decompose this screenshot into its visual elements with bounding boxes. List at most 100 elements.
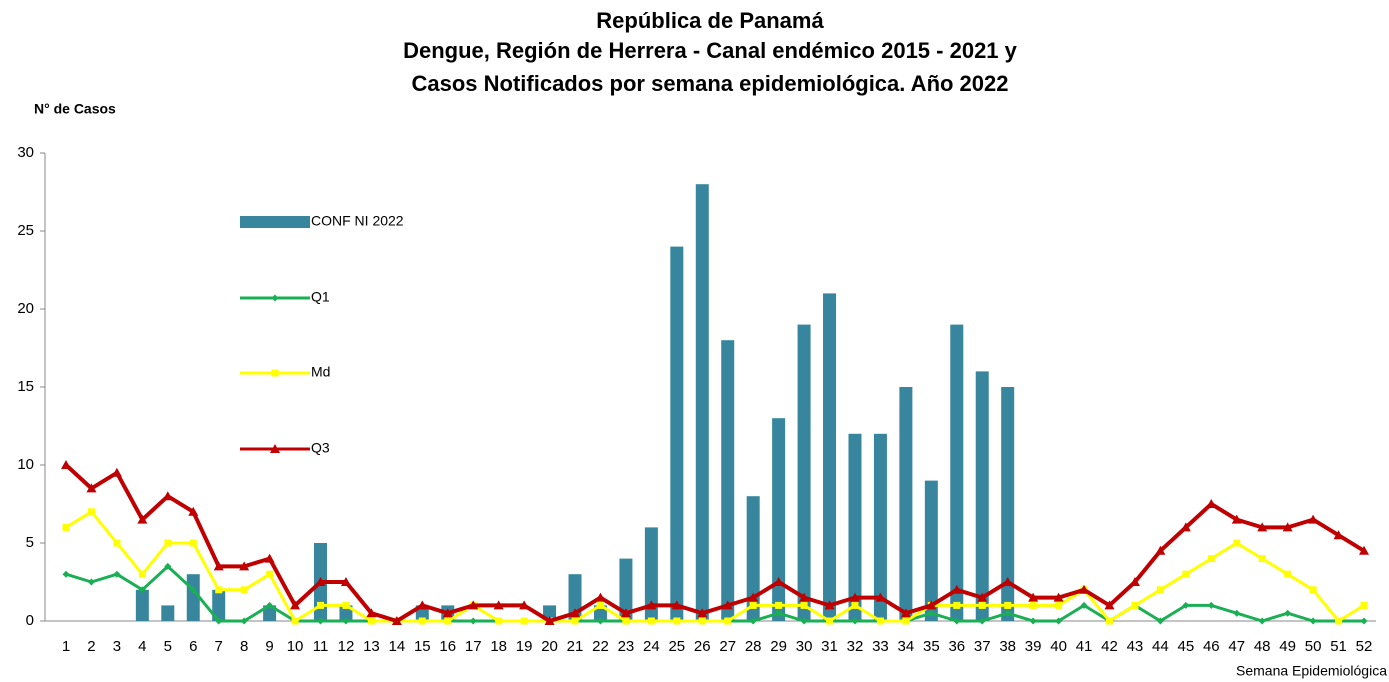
bar xyxy=(212,589,226,621)
x-tick-label: 40 xyxy=(1050,638,1067,655)
marker xyxy=(824,600,835,610)
marker xyxy=(851,617,859,625)
marker xyxy=(1156,617,1164,625)
bar xyxy=(135,589,149,621)
y-tick-label: 25 xyxy=(17,222,34,239)
x-tick-label: 49 xyxy=(1279,638,1296,655)
marker xyxy=(266,570,274,578)
marker xyxy=(1182,570,1190,578)
marker xyxy=(1029,617,1037,625)
x-tick-label: 9 xyxy=(265,638,273,655)
x-tick-label: 6 xyxy=(189,638,197,655)
marker xyxy=(1105,617,1113,625)
marker xyxy=(1233,539,1241,547)
marker xyxy=(367,617,375,625)
marker xyxy=(366,608,377,618)
x-tick-label: 29 xyxy=(770,638,787,655)
marker xyxy=(1333,530,1344,540)
marker xyxy=(1004,601,1012,609)
marker xyxy=(849,592,860,602)
marker xyxy=(620,608,631,618)
marker xyxy=(775,609,783,617)
marker xyxy=(698,617,706,625)
marker xyxy=(264,553,275,563)
marker xyxy=(1156,586,1164,594)
marker xyxy=(164,539,172,547)
marker xyxy=(900,608,911,618)
x-tick-label: 51 xyxy=(1330,638,1347,655)
marker xyxy=(978,601,986,609)
marker xyxy=(773,577,784,586)
marker xyxy=(189,539,197,547)
marker xyxy=(137,514,148,524)
marker xyxy=(266,601,274,609)
legend-label: Q3 xyxy=(311,440,330,456)
marker xyxy=(596,617,604,625)
chart-title: República de Panamá xyxy=(596,8,824,33)
marker xyxy=(749,601,757,609)
marker xyxy=(799,592,810,602)
marker xyxy=(240,617,248,625)
marker xyxy=(317,617,325,625)
marker xyxy=(1309,617,1317,625)
marker xyxy=(61,460,71,469)
marker xyxy=(1053,592,1064,602)
marker xyxy=(1308,514,1319,524)
x-tick-label: 21 xyxy=(567,638,584,655)
marker xyxy=(1335,617,1343,625)
marker xyxy=(239,561,250,571)
bar xyxy=(975,371,989,621)
x-tick-label: 13 xyxy=(363,638,380,655)
marker xyxy=(1284,570,1292,578)
marker xyxy=(342,601,350,609)
x-tick-label: 11 xyxy=(313,638,329,655)
x-tick-label: 4 xyxy=(138,638,146,655)
y-tick-label: 10 xyxy=(17,456,34,473)
bar xyxy=(823,293,837,621)
legend-label: CONF NI 2022 xyxy=(311,213,404,229)
marker xyxy=(953,617,961,625)
x-tick-label: 37 xyxy=(974,638,991,655)
marker xyxy=(1004,609,1012,617)
marker xyxy=(290,600,301,610)
bar xyxy=(950,324,964,621)
marker xyxy=(673,617,681,625)
marker xyxy=(391,616,402,625)
bar xyxy=(873,433,887,621)
bar xyxy=(797,324,811,621)
marker xyxy=(1028,592,1039,602)
x-tick-label: 41 xyxy=(1076,638,1093,655)
bar xyxy=(848,433,862,621)
marker xyxy=(748,592,759,602)
x-tick-label: 16 xyxy=(439,638,456,655)
marker xyxy=(111,467,122,477)
marker xyxy=(86,483,97,493)
marker xyxy=(1207,601,1215,609)
marker xyxy=(444,617,452,625)
marker xyxy=(544,616,555,625)
marker xyxy=(240,586,248,594)
marker xyxy=(113,570,121,578)
x-tick-label: 7 xyxy=(215,638,223,655)
marker xyxy=(189,586,197,594)
marker xyxy=(495,617,503,625)
marker xyxy=(646,600,657,610)
marker xyxy=(87,508,95,516)
marker xyxy=(571,617,579,625)
y-tick-label: 30 xyxy=(17,144,34,161)
marker xyxy=(800,617,808,625)
marker xyxy=(951,584,962,594)
marker xyxy=(291,617,299,625)
marker xyxy=(519,600,530,610)
x-tick-label: 31 xyxy=(821,638,838,655)
x-tick-label: 32 xyxy=(847,638,864,655)
marker xyxy=(851,601,859,609)
marker xyxy=(800,601,808,609)
marker xyxy=(317,601,325,609)
bar xyxy=(772,418,786,621)
marker xyxy=(1155,545,1166,555)
x-tick-label: 44 xyxy=(1152,638,1169,655)
y-tick-label: 5 xyxy=(26,534,34,551)
x-tick-label: 19 xyxy=(516,638,533,655)
